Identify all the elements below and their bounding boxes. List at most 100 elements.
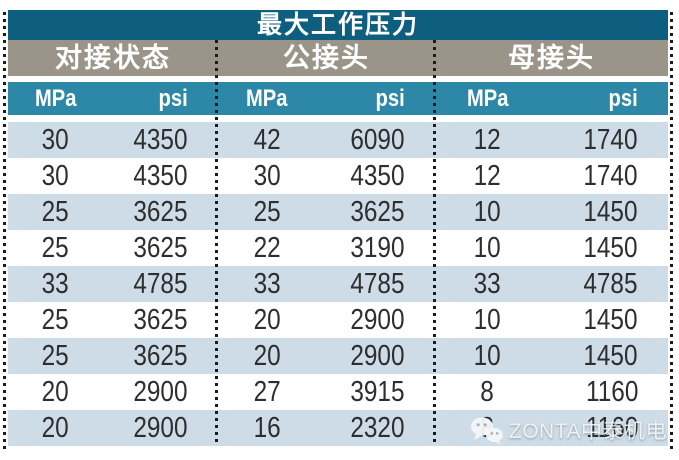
dotted-border-left <box>3 12 6 450</box>
table-row: 30 4350 42 6090 12 1740 <box>8 122 668 158</box>
cell-mpa: 42 <box>253 124 281 156</box>
table-row: 25 3625 22 3190 10 1450 <box>8 230 668 266</box>
row-group: 20 2900 <box>218 302 435 338</box>
cell-psi: 2320 <box>350 412 405 444</box>
table-row: 25 3625 25 3625 10 1450 <box>8 194 668 230</box>
table-row: 30 4350 30 4350 12 1740 <box>8 158 668 194</box>
table-body: 30 4350 42 6090 12 1740 30 4350 30 4350 12 1740 25 36… <box>8 122 668 446</box>
unit-header-psi: psi <box>158 85 188 112</box>
cell-mpa: 25 <box>41 196 69 228</box>
table-row: 20290016232081160 <box>8 410 668 446</box>
cell-psi: 4350 <box>133 160 188 192</box>
pressure-table: 最大工作压力 对接状态 公接头 母接头 MPa psi MPa psi MPa … <box>8 10 668 446</box>
group-header-female: 母接头 <box>508 43 595 73</box>
cell-psi: 2900 <box>350 340 405 372</box>
row-group: 10 1450 <box>435 230 668 266</box>
units-coupled: MPa psi <box>8 82 218 115</box>
cell-psi: 1450 <box>583 196 638 228</box>
cell-mpa: 20 <box>253 304 281 336</box>
table-row: 20 2900 27 3915 8 1160 <box>8 374 668 410</box>
cell-psi: 1740 <box>583 124 638 156</box>
cell-psi: 1740 <box>583 160 638 192</box>
cell-psi: 6090 <box>350 124 405 156</box>
unit-header-psi: psi <box>375 85 405 112</box>
cell-psi: 4350 <box>133 124 188 156</box>
group-header-male: 公接头 <box>283 43 370 73</box>
cell-psi: 2900 <box>133 376 188 408</box>
unit-header-mpa: MPa <box>466 85 509 112</box>
cell-mpa: 12 <box>473 160 501 192</box>
cell-mpa: 8 <box>480 376 495 408</box>
cell-psi: 3625 <box>350 196 405 228</box>
cell-mpa: 25 <box>41 232 69 264</box>
cell-psi: 3625 <box>133 196 188 228</box>
row-group: 20 2900 <box>8 374 218 410</box>
watermark: ZONTA中泰机电 <box>470 413 667 447</box>
row-group: 12 1740 <box>435 158 668 194</box>
header-gap <box>8 76 668 82</box>
cell-mpa: 33 <box>473 268 501 300</box>
row-group: 27 3915 <box>218 374 435 410</box>
cell-psi: 3625 <box>133 340 188 372</box>
cell-psi: 4785 <box>133 268 188 300</box>
cell-mpa: 30 <box>41 160 69 192</box>
cell-psi: 1160 <box>585 376 638 408</box>
row-group: 10 1450 <box>435 338 668 374</box>
row-group: 33 4785 <box>435 266 668 302</box>
cell-psi: 4350 <box>350 160 405 192</box>
cell-mpa: 20 <box>253 340 281 372</box>
dotted-border-right <box>670 12 673 450</box>
cell-mpa: 30 <box>253 160 281 192</box>
units-female: MPa psi <box>435 82 668 115</box>
cell-mpa: 12 <box>473 124 501 156</box>
row-group: 30 4350 <box>8 122 218 158</box>
unit-header-mpa: MPa <box>34 85 76 112</box>
unit-header-psi: psi <box>608 85 638 112</box>
group-header-row: 对接状态 公接头 母接头 <box>8 40 668 76</box>
cell-mpa: 25 <box>41 304 69 336</box>
wechat-icon <box>470 417 503 444</box>
cell-mpa: 10 <box>473 340 501 372</box>
cell-psi: 2900 <box>350 304 405 336</box>
cell-mpa: 22 <box>253 232 281 264</box>
cell-psi: 4785 <box>350 268 405 300</box>
table-row: 25 3625 20 2900 10 1450 <box>8 338 668 374</box>
row-group: 20 2900 <box>218 338 435 374</box>
cell-mpa: 33 <box>41 268 69 300</box>
cell-mpa: 16 <box>253 412 281 444</box>
cell-mpa: 20 <box>41 376 69 408</box>
cell-psi: 4785 <box>583 268 638 300</box>
row-group: 30 4350 <box>218 158 435 194</box>
row-group: 25 3625 <box>8 302 218 338</box>
cell-psi: 1450 <box>583 340 638 372</box>
cell-mpa: 10 <box>473 232 501 264</box>
cell-psi: 3625 <box>133 232 188 264</box>
row-group: 12 1740 <box>435 122 668 158</box>
row-group: 30 4350 <box>8 158 218 194</box>
row-group: 25 3625 <box>218 194 435 230</box>
row-group: 16 2320 <box>218 410 435 446</box>
row-group: 20 2900 <box>8 410 218 446</box>
table-row: 25 3625 20 2900 10 1450 <box>8 302 668 338</box>
row-group: 25 3625 <box>8 194 218 230</box>
units-gap <box>8 115 668 122</box>
dotted-separator-2 <box>433 40 436 446</box>
table-row: 33 4785 33 4785 33 4785 <box>8 266 668 302</box>
row-group: 25 3625 <box>8 230 218 266</box>
cell-mpa: 25 <box>253 196 281 228</box>
cell-psi: 3190 <box>350 232 405 264</box>
row-group: 10 1450 <box>435 302 668 338</box>
cell-psi: 2900 <box>133 412 188 444</box>
unit-header-mpa: MPa <box>246 85 288 112</box>
row-group: 33 4785 <box>218 266 435 302</box>
cell-mpa: 33 <box>253 268 281 300</box>
row-group: 42 6090 <box>218 122 435 158</box>
cell-mpa: 10 <box>473 304 501 336</box>
cell-psi: 1160 <box>585 412 638 444</box>
units-header-row: MPa psi MPa psi MPa psi <box>8 82 668 115</box>
group-header-coupled: 对接状态 <box>55 43 171 73</box>
cell-psi: 3915 <box>350 376 405 408</box>
row-group: 8 1160 <box>435 374 668 410</box>
cell-mpa: 10 <box>473 196 501 228</box>
